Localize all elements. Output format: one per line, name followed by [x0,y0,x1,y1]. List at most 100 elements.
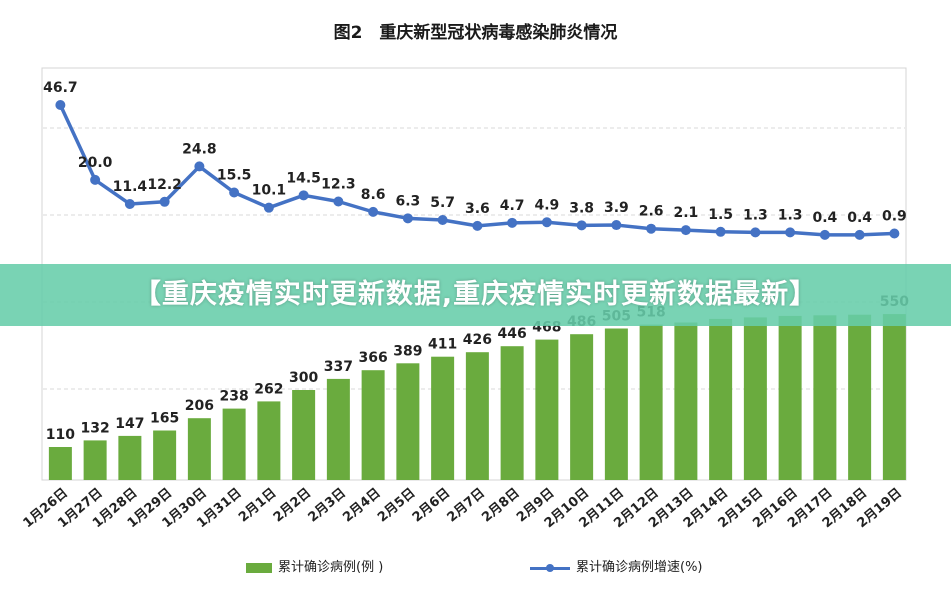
line-value-label: 3.8 [569,200,594,216]
line-value-label: 20.0 [78,155,113,171]
x-tick-label: 2月1日 [236,486,279,526]
bar-value-label: 446 [498,326,527,342]
chart-title: 图2 重庆新型冠状病毒感染肺炎情况 [333,23,618,43]
bar-value-label: 389 [393,343,422,359]
bar [118,435,142,480]
bar [604,328,628,480]
x-tick-label: 2月7日 [445,486,488,526]
line-point [507,217,518,228]
line-value-label: 46.7 [43,80,78,96]
line-value-label: 10.1 [252,183,287,199]
line-point [819,229,830,240]
line-point [646,223,657,234]
bar-value-label: 206 [185,398,214,414]
bar [882,314,906,480]
legend-line-swatch [530,563,570,573]
bar [848,314,872,480]
bar [674,322,698,480]
line-value-label: 1.3 [743,207,768,223]
line-point [194,161,205,172]
gridlines [43,127,905,390]
bar-series [48,314,906,480]
line-point [889,228,900,239]
line-value-label: 3.9 [604,200,629,216]
line-point [368,206,379,217]
x-tick-label: 2月3日 [306,486,349,526]
bar [396,363,420,480]
line-point [159,196,170,207]
legend-item-cases: 累计确诊病例(例 ) [246,556,383,575]
line-point [90,174,101,185]
line-point [750,227,761,238]
line-value-label: 12.2 [147,177,182,193]
bar-value-label: 262 [254,381,283,397]
line-value-label: 24.8 [182,141,217,157]
line-point [229,187,240,198]
line-value-label: 11.4 [113,179,148,195]
line-point [472,220,483,231]
legend: 累计确诊病例(例 ) 累计确诊病例增速(%) [0,556,951,576]
bar [292,390,316,480]
line-value-label: 6.3 [395,193,420,209]
line-point [333,196,344,207]
line-point [715,226,726,237]
x-tick-label: 2月8日 [479,486,522,526]
line-point [124,199,135,210]
x-tick-label: 2月6日 [410,486,453,526]
line-series [55,100,900,240]
x-tick-label: 2月4日 [340,486,383,526]
line-value-label: 0.4 [812,210,837,226]
bar [813,315,837,480]
legend-item-growth: 累计确诊病例增速(%) [530,556,703,575]
line-value-label: 1.5 [708,207,733,223]
legend-label-growth: 累计确诊病例增速(%) [576,560,703,575]
line-point [55,100,66,110]
line-value-label: 0.4 [847,210,872,226]
bar [431,356,455,480]
bar [187,418,211,480]
bar [535,339,559,480]
line-point [785,227,796,238]
line-value-label: 2.6 [639,204,664,220]
bar [326,378,350,480]
line-point [680,225,691,236]
bar [465,352,489,480]
legend-bar-swatch [246,562,272,573]
line-value-label: 2.1 [673,205,698,221]
line-value-label: 14.5 [286,170,321,186]
line-value-label: 5.7 [430,195,455,211]
bar [83,440,107,480]
line-point [576,220,587,231]
bar-value-label: 300 [289,370,318,386]
line-point [854,229,865,240]
bar-value-label: 132 [81,420,110,436]
line-value-label: 4.7 [500,198,525,214]
line-value-label: 8.6 [361,187,386,203]
bar-value-label: 147 [115,416,144,432]
bar [778,315,802,480]
bar-value-label: 110 [46,427,75,443]
line-value-label: 4.9 [534,197,559,213]
line-point [402,213,413,224]
line-value-label: 15.5 [217,168,252,184]
bar-value-label: 165 [150,411,179,427]
bar [361,370,385,480]
bar [222,408,246,480]
line-value-label: 0.9 [882,208,907,224]
bar-value-label: 366 [359,350,388,366]
banner-text: 【重庆疫情实时更新数据,重庆疫情实时更新数据最新】 [133,279,818,310]
bar [570,334,594,480]
legend-label-cases: 累计确诊病例(例 ) [278,560,384,575]
line-point [263,202,274,213]
line-value-label: 12.3 [321,176,356,192]
line-labels: 46.7 20.011.4 12.2 24.815.510.114.5 12.3 8.6 6… [43,80,907,226]
bar-value-label: 411 [428,337,457,353]
bar-value-label: 426 [463,332,492,348]
bar [639,324,663,480]
bar [153,430,177,480]
bar [500,346,524,480]
bar [709,318,733,480]
line-value-label: 3.6 [465,201,490,217]
line-point [541,217,552,228]
